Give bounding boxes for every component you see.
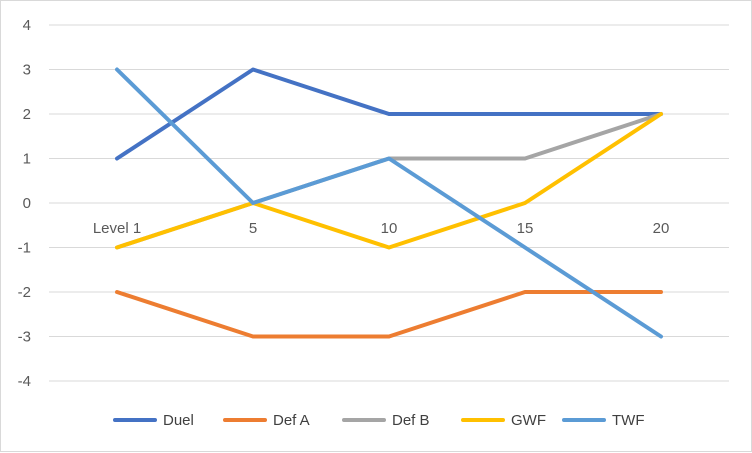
x-category-label: 5	[249, 220, 257, 237]
y-tick-label: -1	[18, 240, 31, 257]
x-category-label: 10	[381, 220, 398, 237]
legend-label: Def B	[392, 412, 430, 429]
legend-item: GWF	[461, 412, 546, 429]
y-tick-label: 0	[23, 195, 31, 212]
legend: Duel Def A Def B GWF TWF	[113, 412, 644, 429]
legend-item: TWF	[562, 412, 644, 429]
series-line-gwf	[115, 112, 663, 250]
series-line-duel	[115, 67, 663, 161]
legend-label: GWF	[511, 412, 546, 429]
legend-item: Def B	[342, 412, 430, 429]
legend-label: Def A	[273, 412, 310, 429]
legend-item: Def A	[223, 412, 310, 429]
y-tick-label: -2	[18, 284, 31, 301]
x-category-label: Level 1	[93, 220, 141, 237]
legend-item: Duel	[113, 412, 194, 429]
legend-label: TWF	[612, 412, 644, 429]
series-line-twf	[115, 67, 663, 339]
x-category-label: 20	[653, 220, 670, 237]
y-tick-label: -3	[18, 329, 31, 346]
y-tick-label: 4	[23, 17, 31, 34]
x-category-label: 15	[517, 220, 534, 237]
x-axis-category-labels: Level 1 5 10 15 20	[93, 220, 670, 237]
y-tick-label: 3	[23, 62, 31, 79]
series-line-def-a	[115, 290, 663, 339]
gridlines	[49, 24, 729, 382]
legend-label: Duel	[163, 412, 194, 429]
y-tick-label: 1	[23, 151, 31, 168]
series-lines	[115, 67, 663, 339]
y-axis-tick-labels: 4 3 2 1 0 -1 -2 -3 -4	[18, 17, 31, 390]
y-tick-label: -4	[18, 373, 31, 390]
y-tick-label: 2	[23, 106, 31, 123]
